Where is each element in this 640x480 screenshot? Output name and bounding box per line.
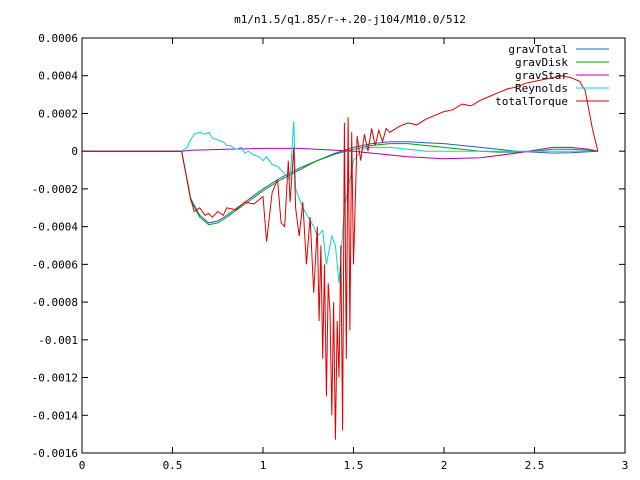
- series-line-gravstar: [82, 146, 599, 160]
- y-tick-label: -0.0014: [32, 409, 79, 422]
- series-line-gravdisk: [82, 143, 598, 226]
- y-tick-label: -0.0006: [32, 258, 78, 271]
- x-tick-label: 0: [79, 459, 86, 472]
- series-line-gravtotal: [82, 141, 598, 224]
- x-tick-label: 1: [260, 459, 267, 472]
- x-tick-label: 3: [622, 459, 629, 472]
- series-line-reynolds: [181, 120, 589, 284]
- x-tick-label: 1.5: [344, 459, 364, 472]
- x-tick-label: 0.5: [163, 459, 183, 472]
- legend-label-reynolds: Reynolds: [515, 82, 568, 95]
- legend-label-gravtotal: gravTotal: [508, 43, 568, 56]
- y-tick-label: 0.0004: [38, 70, 78, 83]
- y-tick-label: 0.0006: [38, 32, 78, 45]
- axis-ticks: 0.0006 0.0004 0.0002 0 -0.0002 -0.0004 -0.0006…: [32, 32, 629, 472]
- chart-title: m1/n1.5/q1.85/r-+.20-j104/M10.0/512: [234, 13, 466, 26]
- y-tick-label: 0: [71, 145, 78, 158]
- series-line-totaltorque: [82, 75, 599, 440]
- y-tick-label: 0.0002: [38, 107, 78, 120]
- legend-label-gravstar: gravStar: [515, 69, 568, 82]
- y-tick-label: -0.0002: [32, 183, 78, 196]
- plot-frame: [81, 37, 626, 454]
- plot-area: [82, 75, 599, 440]
- y-tick-label: -0.001: [38, 334, 78, 347]
- y-tick-label: -0.0004: [32, 221, 79, 234]
- legend: gravTotalgravDiskgravStarReynoldstotalTo…: [495, 43, 609, 108]
- y-tick-label: -0.0012: [32, 372, 78, 385]
- y-tick-label: -0.0016: [32, 447, 78, 460]
- legend-label-totaltorque: totalTorque: [495, 95, 568, 108]
- x-tick-label: 2.5: [525, 459, 545, 472]
- y-tick-label: -0.0008: [32, 296, 78, 309]
- legend-label-gravdisk: gravDisk: [515, 56, 568, 69]
- x-tick-label: 2: [441, 459, 448, 472]
